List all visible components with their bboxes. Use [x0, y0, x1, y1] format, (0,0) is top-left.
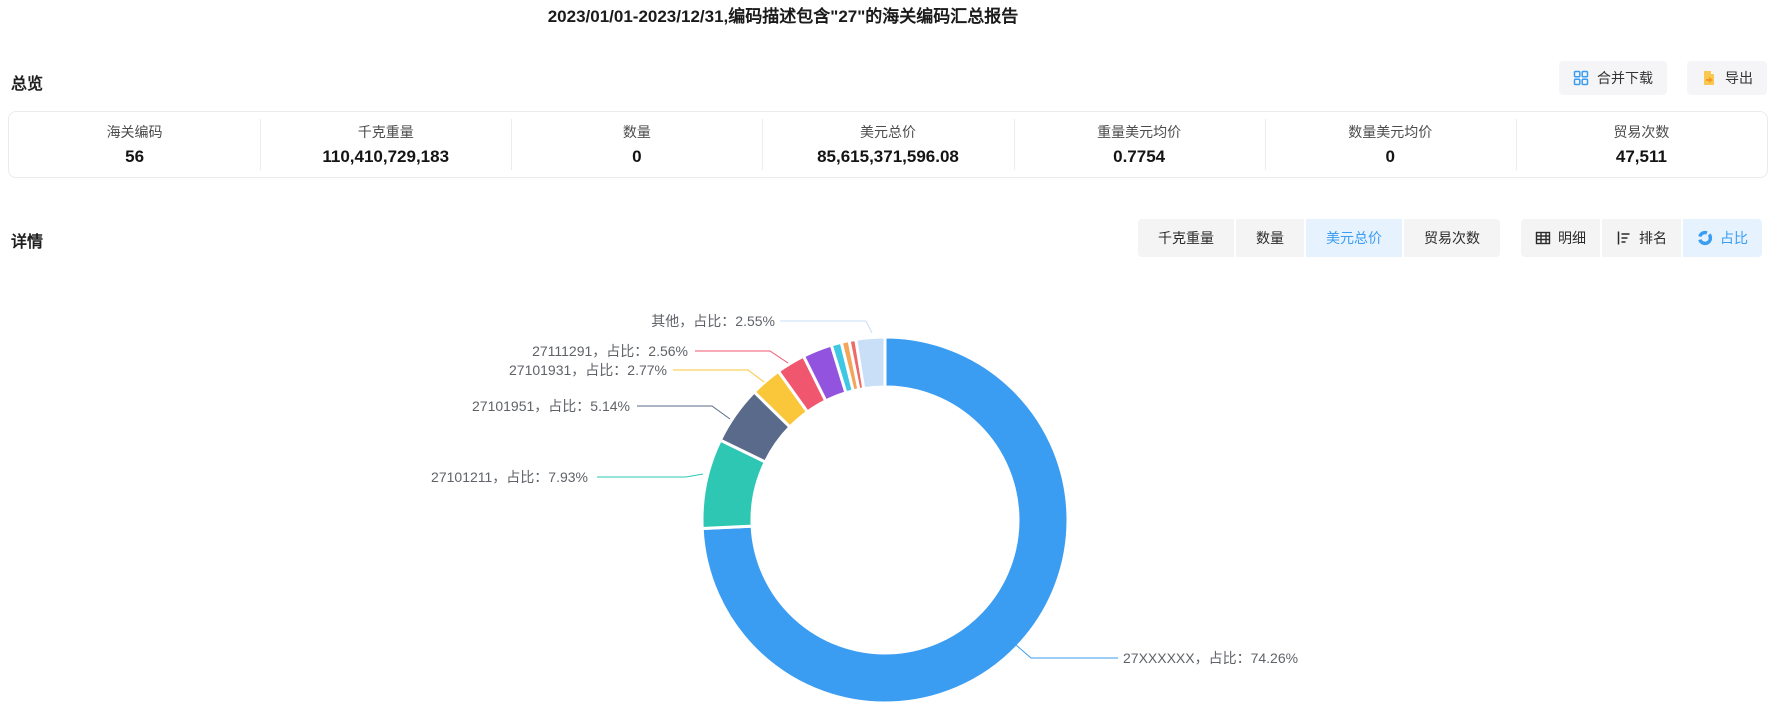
leader-line-27111291: [695, 350, 789, 364]
slice-label-27XXXXXX: 27XXXXXX，占比：74.26%: [1123, 650, 1299, 666]
stat-col-0: 海关编码 56: [9, 112, 260, 177]
stat-label: 海关编码: [106, 124, 163, 140]
header-actions: 合并下载 导出: [1559, 61, 1767, 95]
leader-line-27101951: [637, 405, 731, 420]
stat-value: 56: [125, 147, 145, 166]
merge-download-button[interactable]: 合并下载: [1559, 61, 1667, 95]
stat-value: 0: [632, 147, 642, 166]
slice-label-27101211: 27101211，占比：7.93%: [431, 469, 588, 485]
overview-heading: 总览: [11, 76, 44, 93]
metric-tab-1[interactable]: 数量: [1236, 219, 1304, 257]
detail-heading: 详情: [11, 234, 44, 251]
export-label: 导出: [1725, 70, 1753, 86]
stat-value: 85,615,371,596.08: [817, 147, 959, 166]
ranking-icon: [1616, 230, 1632, 246]
view-tab-label: 占比: [1720, 230, 1748, 246]
stat-label: 数量: [622, 124, 651, 140]
pie-slice-其他[interactable]: [854, 335, 887, 391]
metric-tab-group: 千克重量 数量 美元总价 贸易次数: [1138, 219, 1500, 257]
pie-slice-27XXXXXX[interactable]: [700, 335, 1070, 705]
stats-panel: 海关编码 56 千克重量 110,410,729,183 数量 0 美元总价 8…: [8, 111, 1768, 178]
table-icon: [1535, 230, 1551, 246]
view-tab-2[interactable]: 占比: [1683, 219, 1762, 257]
stat-value: 0.7754: [1113, 147, 1166, 166]
metric-tab-0[interactable]: 千克重量: [1138, 219, 1234, 257]
stat-col-5: 数量美元均价 0: [1264, 112, 1516, 177]
stat-label: 美元总价: [859, 124, 916, 140]
slice-label-27101931: 27101931，占比：2.77%: [509, 362, 667, 378]
view-tab-1[interactable]: 排名: [1602, 219, 1681, 257]
leader-line-其他: [780, 320, 873, 334]
stat-label: 千克重量: [357, 124, 414, 140]
leader-line-27101931: [673, 369, 765, 383]
export-button[interactable]: 导出: [1687, 61, 1767, 95]
stat-value: 0: [1385, 147, 1395, 166]
stat-col-6: 贸易次数 47,511: [1515, 112, 1767, 177]
view-tab-label: 排名: [1639, 230, 1667, 246]
stat-col-1: 千克重量 110,410,729,183: [260, 112, 511, 177]
stat-col-2: 数量 0: [511, 112, 762, 177]
stat-label: 数量美元均价: [1348, 124, 1433, 140]
slice-label-其他: 其他，占比：2.55%: [651, 313, 775, 329]
slice-label-27101951: 27101951，占比：5.14%: [472, 398, 630, 414]
donut: [700, 335, 1070, 705]
pie-icon: [1697, 230, 1713, 246]
stat-label: 贸易次数: [1613, 124, 1670, 140]
view-tab-label: 明细: [1558, 230, 1586, 246]
leader-line-27101211: [597, 473, 704, 478]
export-icon: [1701, 70, 1717, 86]
detail-toolbar: 千克重量 数量 美元总价 贸易次数 明细 排名 占比: [1138, 219, 1762, 257]
stat-value: 110,410,729,183: [322, 147, 450, 166]
merge-download-icon: [1573, 70, 1589, 86]
merge-download-label: 合并下载: [1597, 70, 1653, 86]
metric-tab-2[interactable]: 美元总价: [1306, 219, 1402, 257]
stat-col-4: 重量美元均价 0.7754: [1013, 112, 1265, 177]
leader-line-27XXXXXX: [1015, 644, 1118, 659]
stat-value: 47,511: [1615, 147, 1667, 166]
page-title: 2023/01/01-2023/12/31,编码描述包含"27"的海关编码汇总报…: [547, 7, 1019, 26]
slice-label-27111291: 27111291，占比：2.56%: [532, 343, 688, 359]
metric-tab-3[interactable]: 贸易次数: [1404, 219, 1500, 257]
stat-col-3: 美元总价 85,615,371,596.08: [762, 112, 1013, 177]
stat-label: 重量美元均价: [1097, 124, 1182, 140]
view-tab-group: 明细 排名 占比: [1521, 219, 1762, 257]
view-tab-0[interactable]: 明细: [1521, 219, 1600, 257]
